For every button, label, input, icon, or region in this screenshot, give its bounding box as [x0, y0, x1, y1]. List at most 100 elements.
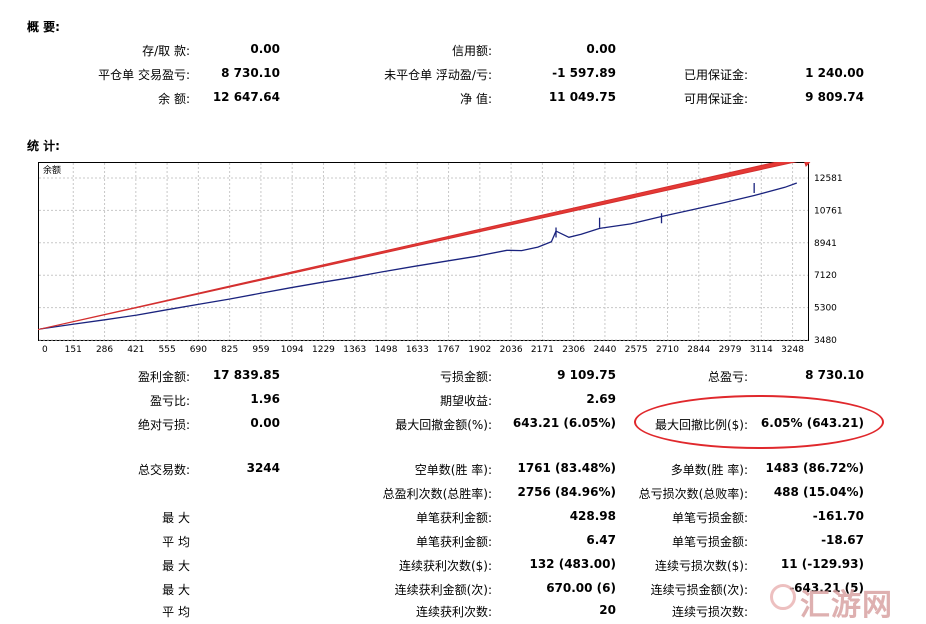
y-tick-label: 7120 [814, 271, 837, 281]
summary.rows-lbl-r1-c0: 平仓单 交易盈亏: [98, 68, 190, 82]
x-tick-label: 1094 [281, 345, 304, 355]
x-tick-label: 0 [42, 345, 48, 355]
x-tick-label: 2844 [687, 345, 710, 355]
stats.rows_top-lbl-r2-c0: 绝对亏损: [137, 418, 190, 432]
stats.rows_bottom-lbl-r5-c2: 连续亏损金额(次): [650, 583, 748, 597]
stats.rows_bottom-val-r6-c1: 20 [599, 603, 616, 617]
stats.rows_bottom-val-r0-c0: 3244 [246, 461, 280, 475]
x-tick-label: 1633 [406, 345, 429, 355]
stats.rows_bottom-val-r2-c1: 428.98 [569, 509, 616, 523]
stats.rows_top-val-r0-c1: 9 109.75 [557, 368, 616, 382]
y-tick-label: 10761 [814, 206, 843, 216]
stats.rows_top-lbl-r1-c1: 期望收益: [439, 394, 492, 408]
y-tick-label: 12581 [814, 174, 843, 184]
x-tick-label: 3114 [750, 345, 773, 355]
x-tick-label: 825 [221, 345, 238, 355]
chart-frame [38, 162, 809, 341]
summary.rows-lbl-r0-c0: 存/取 款: [142, 44, 190, 58]
x-tick-label: 421 [127, 345, 144, 355]
stats.rows_bottom-lbl-r4-c0: 最 大 [162, 559, 190, 573]
summary.rows-val-r0-c0: 0.00 [250, 42, 280, 56]
x-tick-label: 286 [96, 345, 113, 355]
summary.rows-lbl-r0-c1: 信用额: [451, 44, 492, 58]
summary.rows-lbl-r2-c2: 可用保证金: [683, 92, 748, 106]
stats.rows_bottom-val-r0-c1: 1761 (83.48%) [517, 461, 616, 475]
stats.rows_top-lbl-r2-c1: 最大回撤金额(%): [395, 418, 492, 432]
summary.rows-lbl-r2-c0: 余 额: [158, 92, 190, 106]
x-tick-label: 1363 [343, 345, 366, 355]
y-tick-label: 5300 [814, 304, 837, 314]
x-tick-label: 2036 [500, 345, 523, 355]
stats.rows_top-val-r1-c1: 2.69 [586, 392, 616, 406]
x-tick-label: 2575 [625, 345, 648, 355]
x-tick-label: 2710 [656, 345, 679, 355]
stats.rows_bottom-val-r3-c2: -18.67 [821, 533, 864, 547]
summary.rows-val-r0-c1: 0.00 [586, 42, 616, 56]
stats.rows_bottom-lbl-r3-c1: 单笔获利金额: [415, 535, 492, 549]
stats.rows_bottom-lbl-r6-c2: 连续亏损次数: [671, 605, 748, 619]
stats.rows_bottom-val-r4-c2: 11 (-129.93) [780, 557, 864, 571]
x-tick-label: 690 [190, 345, 207, 355]
summary.rows-lbl-r1-c2: 已用保证金: [683, 68, 748, 82]
stats.rows_top-val-r2-c0: 0.00 [250, 416, 280, 430]
stats.rows_bottom-lbl-r4-c2: 连续亏损次数($): [654, 559, 748, 573]
x-tick-label: 2440 [593, 345, 616, 355]
x-tick-label: 1767 [437, 345, 460, 355]
x-tick-label: 2306 [562, 345, 585, 355]
stats.rows_top-lbl-r1-c0: 盈亏比: [149, 394, 190, 408]
stats.rows_bottom-lbl-r5-c0: 最 大 [162, 583, 190, 597]
stats.rows_bottom-val-r2-c2: -161.70 [812, 509, 864, 523]
stats.rows_top-lbl-r0-c0: 盈利金额: [137, 370, 190, 384]
x-tick-label: 555 [159, 345, 176, 355]
stats.rows_top-val-r2-c1: 643.21 (6.05%) [512, 416, 616, 430]
stats.rows_top-val-r0-c2: 8 730.10 [805, 368, 864, 382]
balance-line [39, 182, 798, 330]
summary.rows-val-r2-c1: 11 049.75 [548, 90, 616, 104]
x-tick-label: 3248 [781, 345, 804, 355]
stats.rows_bottom-lbl-r2-c0: 最 大 [162, 511, 190, 525]
stats.rows_bottom-lbl-r0-c0: 总交易数: [137, 463, 190, 477]
stats.rows_top-val-r1-c0: 1.96 [250, 392, 280, 406]
stats.rows_bottom-val-r3-c1: 6.47 [586, 533, 616, 547]
stats.rows_bottom-val-r1-c2: 488 (15.04%) [773, 485, 864, 499]
x-tick-label: 2979 [719, 345, 742, 355]
x-tick-label: 1498 [375, 345, 398, 355]
stats.rows_bottom-lbl-r2-c1: 单笔获利金额: [415, 511, 492, 525]
x-tick-label: 959 [252, 345, 269, 355]
y-tick-label: 3480 [814, 336, 837, 346]
summary-title: 概 要: [27, 20, 60, 34]
stats-title: 统 计: [27, 139, 60, 153]
stats.rows_bottom-lbl-r5-c1: 连续获利金额(次): [394, 583, 492, 597]
stats.rows_bottom-lbl-r3-c0: 平 均 [162, 535, 190, 549]
stats.rows_bottom-val-r5-c2: -643.21 (5) [789, 581, 864, 595]
stats.rows_bottom-lbl-r6-c0: 平 均 [162, 605, 190, 619]
stats.rows_bottom-lbl-r2-c2: 单笔亏损金额: [671, 511, 748, 525]
summary.rows-val-r1-c2: 1 240.00 [805, 66, 864, 80]
summary.rows-val-r1-c0: 8 730.10 [221, 66, 280, 80]
stats.rows_bottom-lbl-r3-c2: 单笔亏损金额: [671, 535, 748, 549]
x-tick-label: 2171 [531, 345, 554, 355]
stats.rows_top-lbl-r0-c2: 总盈亏: [707, 370, 748, 384]
x-tick-label: 1229 [312, 345, 335, 355]
stats.rows_bottom-val-r0-c2: 1483 (86.72%) [765, 461, 864, 475]
stats.rows_bottom-val-r5-c1: 670.00 (6) [546, 581, 616, 595]
stats.rows_bottom-val-r4-c1: 132 (483.00) [529, 557, 616, 571]
stats.rows_bottom-lbl-r0-c2: 多单数(胜 率): [670, 463, 748, 477]
stats.rows_bottom-lbl-r1-c1: 总盈利次数(总胜率): [382, 487, 492, 501]
summary.rows-lbl-r1-c1: 未平仓单 浮动盈/亏: [384, 68, 492, 82]
chart-title: 余额 [43, 164, 61, 176]
y-tick-label: 8941 [814, 239, 837, 249]
x-tick-label: 1902 [468, 345, 491, 355]
summary.rows-val-r2-c2: 9 809.74 [805, 90, 864, 104]
stats.rows_top-lbl-r0-c1: 亏损金额: [439, 370, 492, 384]
x-tick-label: 151 [65, 345, 82, 355]
highlight-oval [634, 395, 884, 449]
stats.rows_bottom-lbl-r0-c1: 空单数(胜 率): [414, 463, 492, 477]
watermark-logo-icon [770, 584, 796, 610]
stats.rows_bottom-lbl-r4-c1: 连续获利次数($): [398, 559, 492, 573]
summary.rows-val-r1-c1: -1 597.89 [552, 66, 616, 80]
watermark: 汇游网 [800, 588, 893, 623]
summary.rows-val-r2-c0: 12 647.64 [212, 90, 280, 104]
stats.rows_bottom-lbl-r1-c2: 总亏损次数(总败率): [638, 487, 748, 501]
stats.rows_bottom-lbl-r6-c1: 连续获利次数: [415, 605, 492, 619]
